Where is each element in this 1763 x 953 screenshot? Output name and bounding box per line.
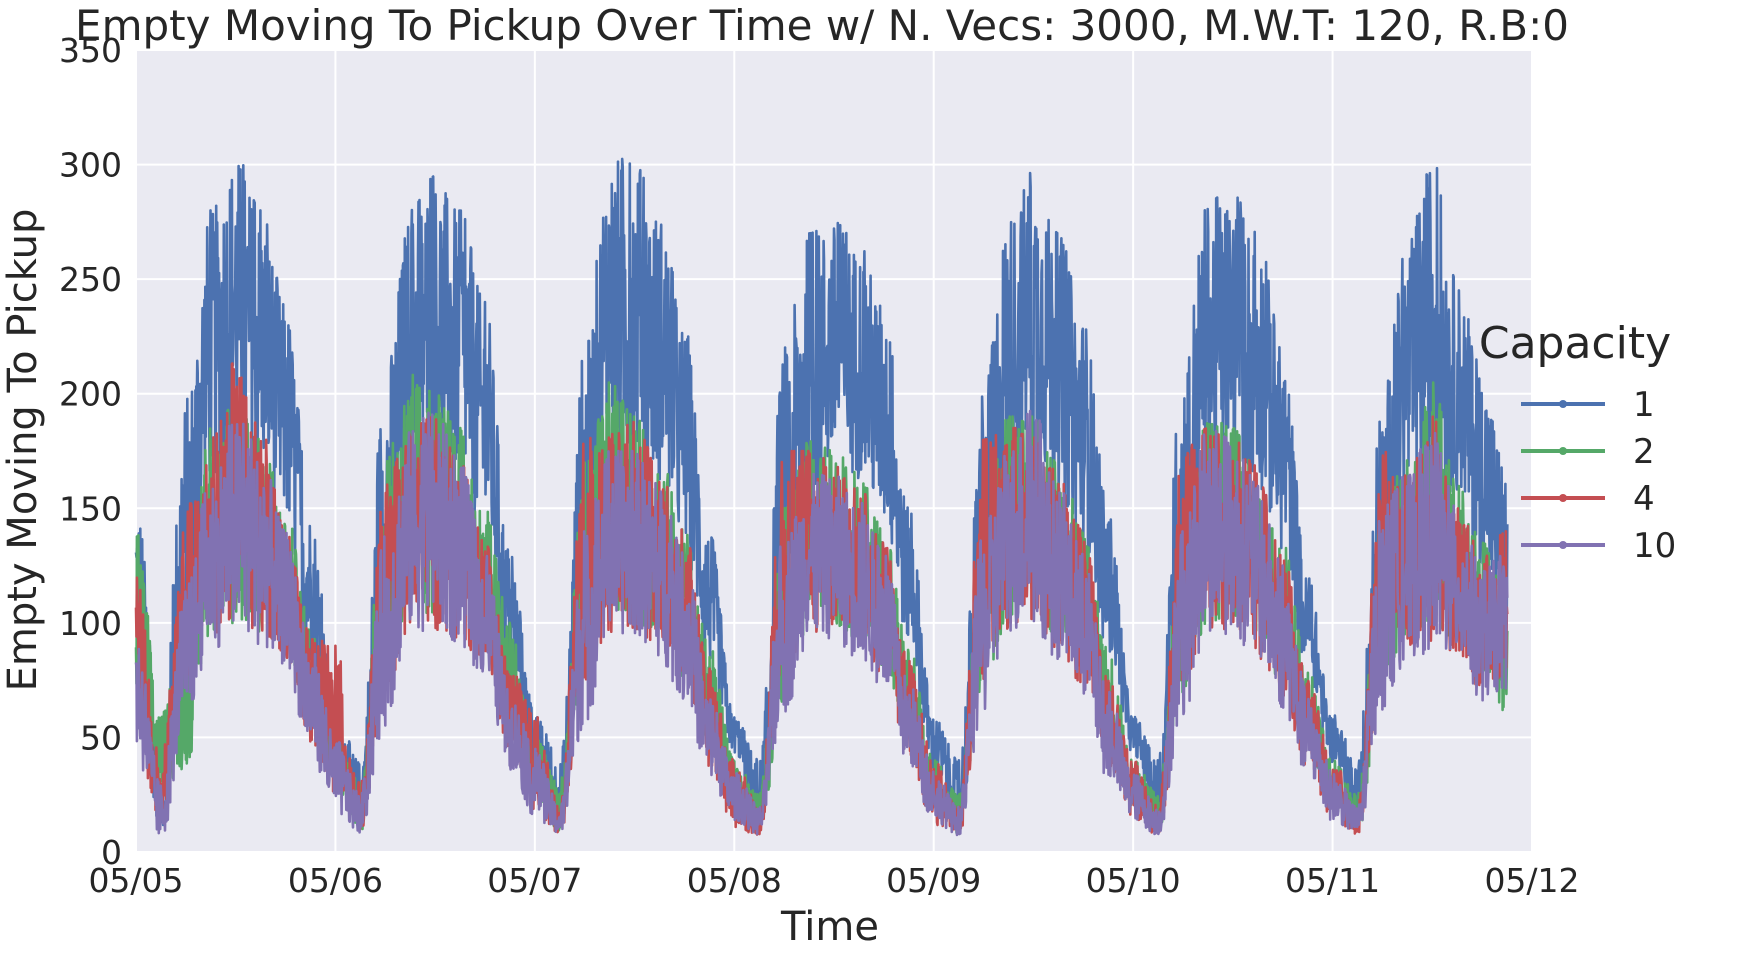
x-tick-label: 05/08 — [687, 861, 782, 900]
legend-label-4: 4 — [1633, 479, 1655, 519]
x-tick-label: 05/05 — [88, 861, 183, 900]
x-gridlines — [135, 50, 1533, 852]
legend-label-10: 10 — [1633, 526, 1676, 566]
x-tick-label: 05/07 — [487, 861, 582, 900]
y-tick-label: 150 — [59, 489, 122, 528]
x-axis-label: Time — [780, 904, 879, 950]
series-layer — [134, 157, 1509, 837]
x-tick-label: 05/11 — [1285, 861, 1380, 900]
x-tick-labels: 05/05 05/06 05/07 05/08 05/09 05/10 05/11 05/12 — [88, 861, 1579, 900]
y-tick-label: 200 — [59, 375, 122, 414]
legend-label-2: 2 — [1633, 432, 1655, 472]
x-tick-label: 05/12 — [1484, 861, 1579, 900]
y-tick-label: 350 — [59, 31, 122, 70]
x-tick-label: 05/10 — [1086, 861, 1181, 900]
legend-marker-10 — [1559, 541, 1567, 549]
x-tick-label: 05/09 — [886, 861, 981, 900]
y-tick-label: 300 — [59, 146, 122, 185]
series-line-10 — [134, 409, 1509, 837]
legend-title: Capacity — [1479, 318, 1671, 369]
y-tick-label: 100 — [59, 604, 122, 643]
y-tick-label: 50 — [80, 718, 122, 757]
y-tick-label: 0 — [101, 833, 122, 872]
y-tick-labels: 0 50 100 150 200 250 300 350 — [59, 31, 122, 872]
y-tick-label: 250 — [59, 260, 122, 299]
chart-title: Empty Moving To Pickup Over Time w/ N. V… — [75, 1, 1569, 50]
legend-marker-1 — [1559, 400, 1567, 408]
legend-label-1: 1 — [1633, 385, 1655, 425]
legend-marker-4 — [1559, 494, 1567, 502]
legend-marker-2 — [1559, 447, 1567, 455]
legend-items: 1 2 4 10 — [1521, 385, 1676, 566]
x-tick-label: 05/06 — [288, 861, 383, 900]
y-axis-label: Empty Moving To Pickup — [0, 209, 46, 692]
legend: Capacity 1 2 4 10 — [1479, 318, 1676, 566]
